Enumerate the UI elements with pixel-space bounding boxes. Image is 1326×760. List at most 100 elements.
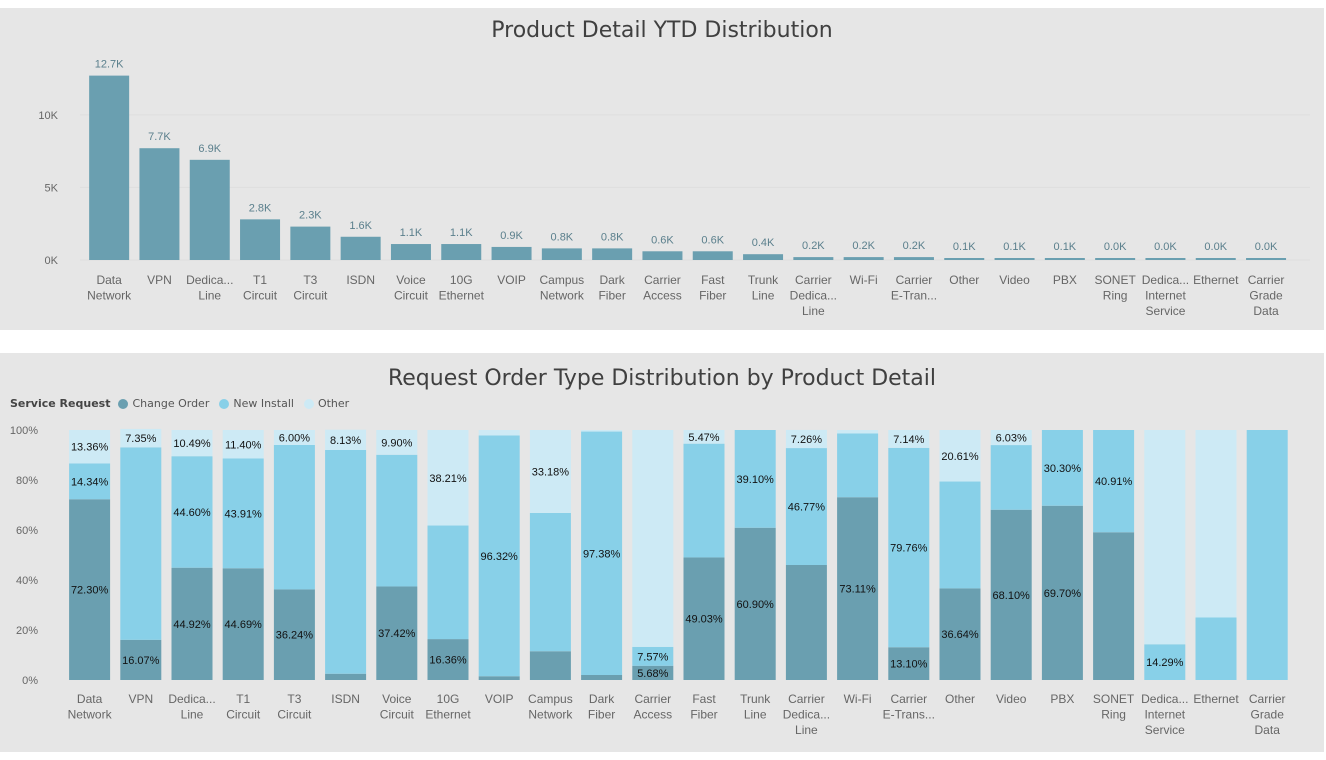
chart-title: Request Order Type Distribution by Produ… [387,366,937,391]
data-label: 30.30% [1044,463,1082,475]
category-label: Carrier E-Tran... [891,273,937,303]
bar [743,254,784,260]
bar-segment-new-install [990,445,1032,510]
category-label: Campus Network [540,273,585,303]
bar-segment-new-install [734,430,776,528]
bar [994,258,1035,260]
category-label: Data Network [68,692,113,722]
new-install-dot-icon [219,398,230,409]
data-label: 0.0K [1104,241,1127,253]
y-tick-label: 0K [45,255,59,267]
bar [89,75,130,261]
category-label: Data Network [87,273,132,303]
bar-segment-change-order [120,639,162,680]
data-label: 2.8K [249,202,272,214]
bar-segment-new-install [325,450,367,674]
data-label: 7.7K [148,131,171,143]
category-label: Video [996,692,1027,706]
bar [441,244,482,260]
bar-segment-change-order [734,527,776,680]
change-order-dot-icon [118,398,129,409]
data-label: 97.38% [583,548,621,560]
bar [240,219,281,260]
data-label: 9.90% [381,437,412,449]
legend-item-change-order[interactable]: Change Order [118,397,209,410]
category-label: Dedica... Internet Service [1141,692,1188,737]
bar-segment-new-install [1041,430,1083,506]
data-label: 49.03% [685,614,723,626]
bar [1246,258,1287,260]
bar-segment-new-install [171,456,213,568]
y-tick-label: 10K [38,110,58,122]
legend-label: Other [317,397,350,410]
y-tick-label: 20% [16,625,38,637]
data-label: 39.10% [737,474,775,486]
category-label: ISDN [331,692,360,706]
category-label: VPN [147,273,172,287]
data-label: 8.13% [330,435,361,447]
legend: Service Request Change Order New Install… [10,397,359,410]
y-tick-label: 0% [22,675,38,687]
bar-segment-new-install [273,445,315,590]
data-label: 0.1K [1003,241,1026,253]
stacked-bar-chart: 0% 20% 40% 60% 80% 100% 72.30% 14.34% 13.36% Data… [10,425,1288,737]
bar-segment-new-install [120,447,162,640]
data-label: 5.47% [688,432,719,444]
data-label: 0.6K [651,234,674,246]
bar-segment-change-order [632,665,674,680]
data-label: 44.69% [225,619,263,631]
category-label: Campus Network [528,692,573,722]
category-label: 10G Ethernet [425,692,471,722]
data-label: 79.76% [890,543,928,555]
legend-item-new-install[interactable]: New Install [219,397,294,410]
category-label: Carrier Access [643,273,682,303]
bar-segment-new-install [1144,644,1186,680]
bar-segment-new-install [939,481,981,589]
ytd-bar-chart: 0K 5K 10K 12.7K Data Network 7.7K VPN 6.9K Dedica… [38,59,1310,318]
bar-segment-other [581,430,623,432]
y-tick-label: 80% [16,475,38,487]
bar-segment-change-order [939,588,981,680]
bar-segment-change-order [529,651,571,680]
category-label: Other [949,273,979,287]
bar-segment-other [888,430,930,448]
chart-title: Product Detail YTD Distribution [491,18,833,43]
data-label: 0.9K [500,230,523,242]
data-label: 33.18% [532,466,570,478]
bar-segment-other [990,430,1032,446]
category-label: Ethernet [1193,273,1239,287]
category-label: ISDN [346,273,375,287]
bar-segment-change-order [581,675,623,680]
bar-segment-other [1144,430,1186,645]
bar-segment-change-order [1041,505,1083,680]
category-label: Fast Fiber [690,692,717,722]
category-label: Dedica... Internet Service [1142,273,1189,318]
data-label: 1.1K [450,227,473,239]
category-label: PBX [1053,273,1077,287]
data-label: 1.1K [400,227,423,239]
bar-segment-other [785,429,827,449]
bar-segment-other [273,430,315,445]
bar [340,236,381,260]
bar [189,159,230,260]
data-label: 0.8K [551,231,574,243]
category-label: T1 Circuit [226,692,261,722]
category-label: Voice Circuit [394,273,429,303]
bar-segment-new-install [1093,430,1135,533]
bar-segment-change-order [273,589,315,680]
bar-segment-change-order [222,568,264,680]
bar-segment-change-order [171,567,213,680]
bar-segment-new-install [1195,617,1237,680]
data-label: 6.00% [279,433,310,445]
data-label: 73.11% [839,584,876,596]
data-label: 0.6K [701,234,724,246]
data-label: 16.07% [122,655,160,667]
data-label: 5.68% [637,668,668,680]
category-label: Dark Fiber [598,273,625,303]
bar [390,244,431,260]
data-label: 72.30% [71,585,109,597]
data-label: 96.32% [481,551,519,563]
bar-segment-new-install [529,512,571,652]
legend-item-other[interactable]: Other [303,397,350,410]
data-label: 37.42% [378,628,416,640]
